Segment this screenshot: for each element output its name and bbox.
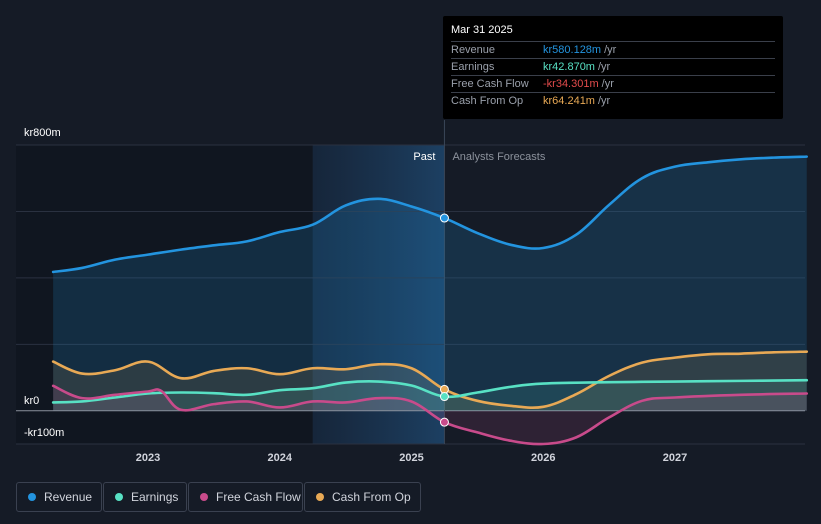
tooltip-row-cash-from-op: Cash From Op kr64.241m/yr (451, 92, 775, 110)
free-cash-flow-line (51, 384, 809, 446)
tooltip-label: Earnings (451, 61, 495, 73)
revenue-marker (439, 213, 449, 223)
legend-label: Free Cash Flow (216, 490, 301, 504)
forecast-label: Analysts Forecasts (452, 151, 545, 163)
past-highlight-band (312, 145, 445, 444)
legend-dot-icon (316, 493, 324, 501)
legend-item-earnings[interactable]: Earnings (103, 482, 187, 512)
past-label: Past (413, 151, 435, 163)
revenue-line (51, 155, 809, 274)
data-tooltip: Mar 31 2025 Revenue kr580.128m/yr Earnin… (443, 16, 783, 119)
free-cash-flow-marker (439, 417, 449, 427)
legend-label: Cash From Op (332, 490, 411, 504)
tooltip-value: kr580.128m/yr (543, 44, 617, 56)
legend-dot-icon (28, 493, 36, 501)
tooltip-value: kr64.241m/yr (543, 95, 611, 107)
y-axis-tick-label: kr0 (24, 395, 39, 407)
legend-item-cash-from-op[interactable]: Cash From Op (304, 482, 421, 512)
tooltip-row-earnings: Earnings kr42.870m/yr (451, 58, 775, 76)
legend-label: Revenue (44, 490, 93, 504)
tooltip-value: -kr34.301m/yr (543, 78, 614, 90)
legend-dot-icon (200, 493, 208, 501)
legend-item-revenue[interactable]: Revenue (16, 482, 102, 512)
legend-dot-icon (115, 493, 123, 501)
tooltip-value: kr42.870m/yr (543, 61, 611, 73)
tooltip-label: Revenue (451, 44, 496, 56)
legend-item-free-cash-flow[interactable]: Free Cash Flow (188, 482, 303, 512)
y-axis-tick-label: kr800m (24, 127, 61, 139)
x-axis-tick-label: 2024 (268, 452, 293, 464)
earnings-line (51, 378, 809, 404)
earnings-area (53, 380, 807, 411)
tooltip-label: Free Cash Flow (451, 78, 529, 90)
x-axis-tick-label: 2027 (663, 452, 687, 464)
x-axis-tick-label: 2026 (531, 452, 555, 464)
x-axis-tick-label: 2023 (136, 452, 160, 464)
earnings-marker (439, 392, 449, 402)
legend-label: Earnings (131, 490, 179, 504)
x-axis-tick-label: 2025 (399, 452, 423, 464)
tooltip-label: Cash From Op (451, 95, 524, 107)
tooltip-row-revenue: Revenue kr580.128m/yr (451, 41, 775, 59)
tooltip-date: Mar 31 2025 (451, 24, 513, 36)
y-axis-tick-label: -kr100m (24, 427, 64, 439)
revenue-area (53, 156, 807, 411)
cash-from-op-line (51, 350, 809, 409)
tooltip-row-free-cash-flow: Free Cash Flow -kr34.301m/yr (451, 75, 775, 93)
